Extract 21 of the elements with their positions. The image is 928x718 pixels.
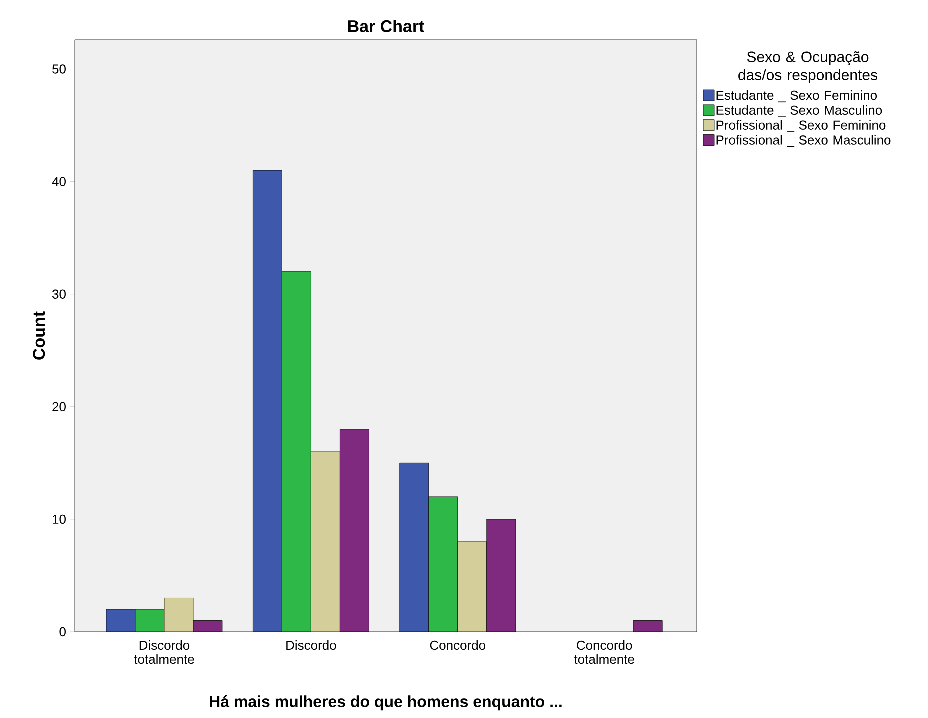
y-tick-label: 10: [52, 514, 66, 524]
y-axis-title: Count: [33, 312, 46, 360]
legend-title: Sexo & Ocupação das/os respondentes: [738, 52, 878, 84]
y-tick-label: 30: [52, 290, 66, 299]
y-tick-label: 40: [52, 177, 66, 186]
x-tick-label: Discordo totalmente: [134, 640, 194, 664]
legend-label: Profissional _ Sexo Masculino: [716, 135, 891, 148]
bar: [252, 170, 282, 632]
legend-label: Estudante _ Sexo Masculino: [716, 105, 882, 118]
x-axis-title: Há mais mulheres do que homens enquanto ...: [210, 696, 562, 711]
x-tick-label: Concordo: [430, 640, 486, 650]
legend-label: Profissional _ Sexo Feminino: [716, 120, 886, 132]
x-tick-label: Concordo totalmente: [574, 640, 634, 664]
y-tick-label: 0: [60, 627, 66, 637]
bar: [400, 462, 430, 632]
chart-title: Bar Chart: [348, 20, 425, 32]
y-tick-label: 20: [52, 402, 66, 412]
bar: [106, 609, 136, 632]
y-tick-label: 50: [52, 64, 66, 74]
x-tick-label: Discordo: [286, 640, 336, 650]
legend-label: Estudante _ Sexo Feminino: [716, 90, 878, 103]
